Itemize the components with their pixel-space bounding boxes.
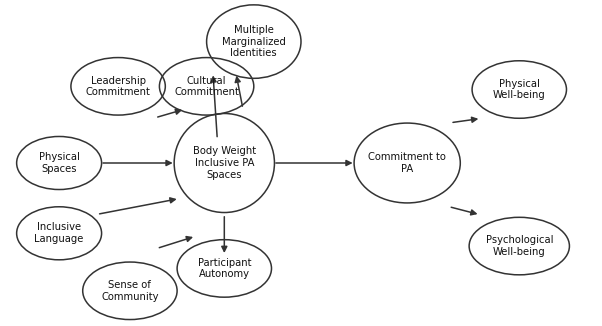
Text: Body Weight
Inclusive PA
Spaces: Body Weight Inclusive PA Spaces <box>193 146 256 180</box>
Text: Sense of
Community: Sense of Community <box>101 280 159 302</box>
Text: Inclusive
Language: Inclusive Language <box>34 222 84 244</box>
Text: Psychological
Well-being: Psychological Well-being <box>486 235 553 257</box>
Text: Commitment to
PA: Commitment to PA <box>368 152 446 174</box>
Text: Physical
Spaces: Physical Spaces <box>39 152 79 174</box>
Text: Leadership
Commitment: Leadership Commitment <box>85 76 150 97</box>
Text: Physical
Well-being: Physical Well-being <box>493 79 545 100</box>
Text: Cultural
Commitment: Cultural Commitment <box>174 76 239 97</box>
Text: Multiple
Marginalized
Identities: Multiple Marginalized Identities <box>222 25 286 58</box>
Text: Participant
Autonomy: Participant Autonomy <box>197 258 251 279</box>
